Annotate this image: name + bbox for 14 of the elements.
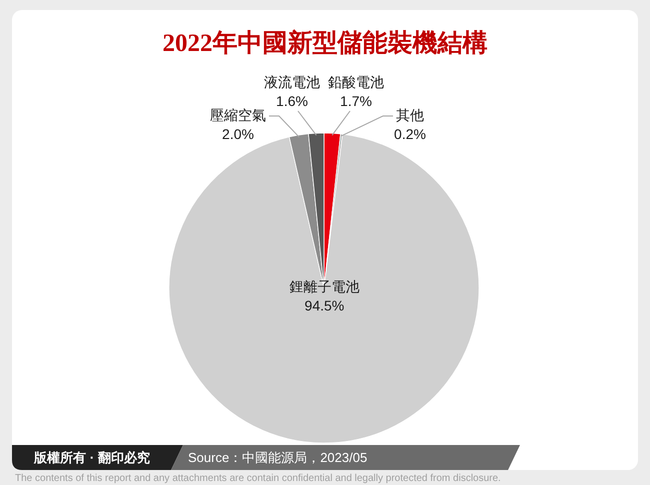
slice-label: 鉛酸電池 bbox=[328, 74, 384, 90]
slice-label: 壓縮空氣 bbox=[210, 107, 266, 123]
data-label: 2.0% bbox=[222, 126, 254, 142]
slice-label: 其他 bbox=[396, 107, 424, 123]
data-label: 1.7% bbox=[340, 93, 372, 109]
slice-label: 鋰離子電池 bbox=[289, 278, 360, 295]
data-label: 1.6% bbox=[276, 93, 308, 109]
text: The contents of this report and any attachments are contain confidential and legally protected from disclosure. bbox=[15, 473, 501, 484]
slice-label: 液流電池 bbox=[264, 74, 320, 90]
text: 版權所有 · 翻印必究 bbox=[33, 450, 150, 465]
chart-title: 2022年中國新型儲能裝機結構 bbox=[162, 29, 488, 57]
data-label: 94.5% bbox=[304, 298, 344, 314]
source-note: Source：中國能源局，2023/05 bbox=[188, 450, 368, 465]
data-label: 0.2% bbox=[394, 126, 426, 142]
